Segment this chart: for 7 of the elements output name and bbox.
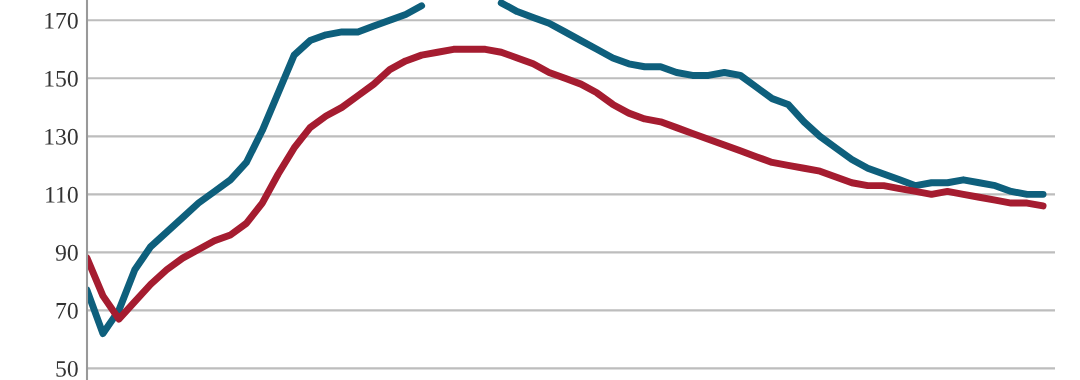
y-tick-label: 70 (56, 302, 78, 319)
y-tick-label: 170 (45, 12, 78, 29)
y-tick-label: 130 (45, 128, 78, 145)
y-tick-label: 150 (45, 70, 78, 87)
y-tick-label: 50 (56, 360, 78, 377)
y-tick-label: 110 (46, 186, 78, 203)
y-tick-label: 90 (55, 244, 78, 261)
